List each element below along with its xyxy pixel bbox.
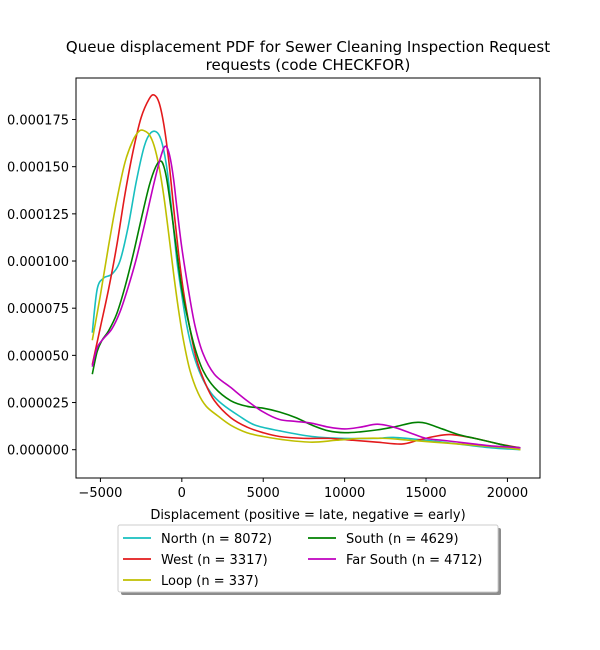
x-tick-label: 15000 bbox=[405, 486, 446, 501]
series-line-south bbox=[91, 160, 521, 449]
legend-label-north: North (n = 8072) bbox=[161, 532, 272, 547]
y-tick-label: 0.000100 bbox=[7, 255, 69, 270]
chart-title-line-2: requests (code CHECKFOR) bbox=[206, 56, 411, 74]
y-tick-label: 0.000175 bbox=[7, 114, 69, 129]
x-axis: −5000 0 5000 10000 15000 20000 bbox=[78, 478, 528, 501]
x-tick-label: 10000 bbox=[324, 486, 365, 501]
series-line-west bbox=[91, 93, 521, 449]
x-axis-label: Displacement (positive = late, negative … bbox=[150, 508, 465, 523]
x-tick-label: 20000 bbox=[487, 486, 528, 501]
plot-frame bbox=[75, 77, 541, 479]
legend-label-far-south: Far South (n = 4712) bbox=[346, 553, 482, 568]
y-tick-label: 0.000000 bbox=[7, 444, 69, 459]
series-line-north bbox=[91, 130, 521, 451]
y-tick-label: 0.000075 bbox=[7, 302, 69, 317]
y-axis: 0.000000 0.000025 0.000050 0.000075 0.000100… bbox=[7, 114, 76, 459]
legend-label-loop: Loop (n = 337) bbox=[161, 574, 259, 589]
x-tick-label: −5000 bbox=[78, 486, 122, 501]
x-tick-label: 5000 bbox=[247, 486, 280, 501]
chart-title-line-1: Queue displacement PDF for Sewer Cleanin… bbox=[66, 38, 550, 56]
x-tick-label: 0 bbox=[178, 486, 186, 501]
series-line-far-south bbox=[91, 145, 521, 449]
legend-label-west: West (n = 3317) bbox=[161, 553, 268, 568]
y-tick-label: 0.000125 bbox=[7, 208, 69, 223]
legend-label-south: South (n = 4629) bbox=[346, 532, 459, 547]
y-tick-label: 0.000025 bbox=[7, 397, 69, 412]
series-line-loop bbox=[91, 129, 521, 451]
plot-series bbox=[91, 93, 521, 451]
y-tick-label: 0.000050 bbox=[7, 349, 69, 364]
y-tick-label: 0.000150 bbox=[7, 161, 69, 176]
legend: North (n = 8072) West (n = 3317) Loop (n =… bbox=[117, 524, 501, 595]
